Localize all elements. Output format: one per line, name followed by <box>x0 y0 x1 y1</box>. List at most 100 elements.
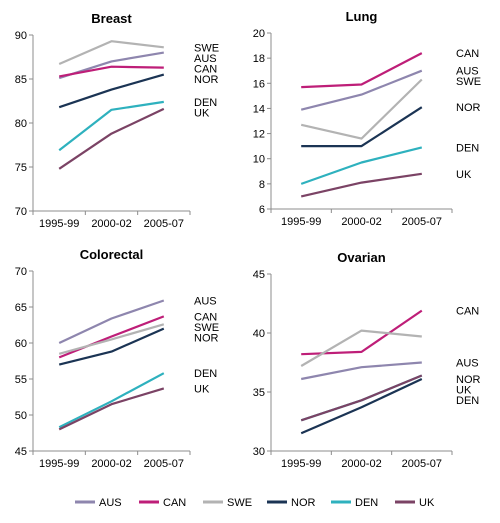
y-tick-label: 70 <box>15 266 27 278</box>
y-tick-label: 8 <box>259 179 265 191</box>
series-line-uk <box>300 374 423 422</box>
x-tick-label: 2000-02 <box>341 216 381 228</box>
panel-title-ovarian: Ovarian <box>337 250 385 265</box>
legend-item-can: CAN <box>139 497 186 509</box>
series-end-label-nor: NOR <box>456 102 481 114</box>
series-end-label-den: DEN <box>456 142 479 154</box>
series-line-aus <box>58 299 165 344</box>
x-tick-label: 1995-99 <box>39 218 79 230</box>
series-end-label-uk: UK <box>456 169 472 181</box>
series-end-label-can: CAN <box>194 311 217 323</box>
series-end-label-aus: AUS <box>456 66 479 78</box>
x-tick-label: 2005-07 <box>402 216 442 228</box>
panel-title-lung: Lung <box>346 9 378 24</box>
panel-ovarian: Ovarian 30 35 40 45 1995-99 2000-02 2005-07 CAN A… <box>253 250 481 470</box>
series-line-nor <box>301 106 423 148</box>
legend-item-den: DEN <box>331 497 378 509</box>
x-tick-label: 1995-99 <box>39 458 79 470</box>
series-line-uk <box>300 172 422 198</box>
series-end-label-nor: NOR <box>456 374 481 386</box>
series-end-label-uk: UK <box>194 107 210 119</box>
y-tick-label: 55 <box>15 374 27 386</box>
series-line-can <box>58 65 164 78</box>
series-end-label-aus: AUS <box>194 53 217 65</box>
series-end-label-den: DEN <box>194 368 217 380</box>
series-end-label-swe: SWE <box>456 76 481 88</box>
legend-label: SWE <box>227 497 252 509</box>
y-tick-label: 45 <box>253 269 265 281</box>
series-line-nor <box>58 73 165 109</box>
y-tick-label: 90 <box>15 30 27 42</box>
series-end-label-nor: NOR <box>194 74 219 86</box>
panel-breast: Breast 70 75 80 85 90 1995-99 2000-02 2005-07 SWE… <box>15 11 219 230</box>
series-end-label-can: CAN <box>456 48 479 60</box>
panel-title-breast: Breast <box>91 11 132 26</box>
y-tick-label: 30 <box>253 446 265 458</box>
series-line-aus <box>300 361 422 381</box>
y-tick-label: 20 <box>253 28 265 40</box>
y-tick-label: 60 <box>15 338 27 350</box>
series-line-den <box>58 372 165 429</box>
legend: AUS CAN SWE NOR DEN UK <box>75 497 435 509</box>
series-line-uk <box>58 107 165 170</box>
y-tick-label: 16 <box>253 78 265 90</box>
y-tick-label: 40 <box>253 328 265 340</box>
x-tick-label: 2000-02 <box>91 218 131 230</box>
x-tick-label: 2000-02 <box>91 458 131 470</box>
panel-title-colorectal: Colorectal <box>80 247 144 262</box>
series-line-aus <box>300 69 423 111</box>
legend-label: DEN <box>355 497 378 509</box>
y-tick-label: 10 <box>253 154 265 166</box>
series-line-uk <box>58 387 165 431</box>
y-tick-label: 85 <box>15 74 27 86</box>
y-tick-label: 14 <box>253 103 265 115</box>
series-end-label-can: CAN <box>456 306 479 318</box>
series-line-swe <box>58 40 164 66</box>
legend-item-swe: SWE <box>203 497 252 509</box>
series-line-can <box>58 315 165 359</box>
series-line-swe <box>300 78 423 140</box>
y-tick-label: 12 <box>253 129 265 141</box>
y-tick-label: 35 <box>253 387 265 399</box>
series-end-label-aus: AUS <box>194 296 217 308</box>
y-tick-label: 6 <box>259 204 265 216</box>
legend-label: AUS <box>99 497 122 509</box>
legend-label: CAN <box>163 497 186 509</box>
x-tick-label: 1995-99 <box>281 216 321 228</box>
series-end-label-uk: UK <box>456 385 472 397</box>
x-tick-label: 2005-07 <box>144 458 184 470</box>
series-end-label-den: DEN <box>456 395 479 407</box>
x-tick-label: 2000-02 <box>341 458 381 470</box>
series-line-den <box>58 100 164 152</box>
x-tick-label: 2005-07 <box>402 458 442 470</box>
series-end-label-nor: NOR <box>194 332 219 344</box>
series-line-swe <box>58 323 165 355</box>
y-tick-label: 65 <box>15 302 27 314</box>
x-tick-label: 2005-07 <box>144 218 184 230</box>
y-tick-label: 50 <box>15 410 27 422</box>
series-line-can <box>301 52 423 89</box>
series-end-label-swe: SWE <box>194 322 219 334</box>
legend-item-nor: NOR <box>267 497 316 509</box>
series-end-label-swe: SWE <box>194 42 219 54</box>
series-line-nor <box>300 378 423 435</box>
series-line-den <box>300 146 423 185</box>
series-end-label-can: CAN <box>194 63 217 75</box>
y-tick-label: 80 <box>15 118 27 130</box>
series-line-nor <box>58 327 165 366</box>
x-tick-label: 1995-99 <box>281 458 321 470</box>
series-end-label-uk: UK <box>194 383 210 395</box>
series-end-label-aus: AUS <box>456 358 479 370</box>
legend-item-uk: UK <box>395 497 435 509</box>
series-end-label-den: DEN <box>194 97 217 109</box>
series-line-swe <box>300 329 422 367</box>
y-tick-label: 70 <box>15 206 27 218</box>
y-tick-label: 75 <box>15 162 27 174</box>
legend-label: NOR <box>291 497 316 509</box>
legend-item-aus: AUS <box>75 497 122 509</box>
panel-lung: Lung 6 8 10 12 14 16 18 20 1995-99 2000-02 2005-07 C… <box>253 9 481 228</box>
y-tick-label: 45 <box>15 446 27 458</box>
series-line-can <box>301 309 423 356</box>
legend-label: UK <box>419 497 435 509</box>
